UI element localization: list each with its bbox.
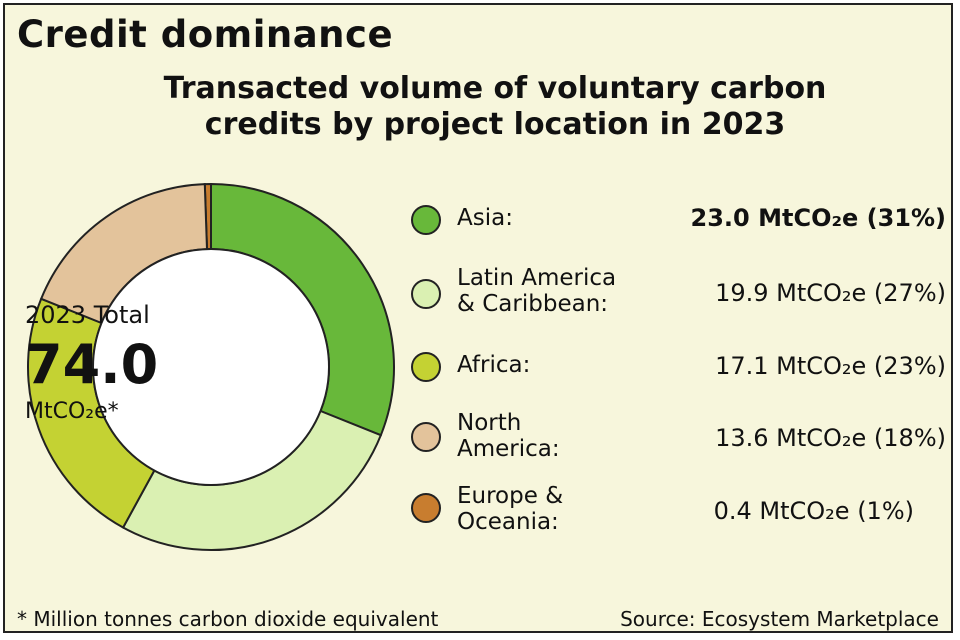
legend-label-latin-america-line1: Latin America [457,265,617,291]
panel-heading: Credit dominance [17,13,394,56]
legend-item-latin-america: Latin America & Caribbean: 19.9 MtCO₂e (… [409,265,954,325]
legend-value-north-america: 13.6 MtCO₂e (18%) [715,424,946,452]
legend-label-africa-line1: Africa: [457,352,531,378]
donut-svg [27,182,395,551]
legend-value-africa: 17.1 MtCO₂e (23%) [715,352,946,380]
legend-label-north-america-line2: America: [457,436,560,462]
legend-label-asia: Asia: [457,205,513,231]
legend-value-europe-oceania: 0.4 MtCO₂e (1%) [713,497,914,525]
legend-label-latin-america: Latin America & Caribbean: [457,265,616,317]
total-unit: MtCO₂e* [25,399,119,424]
total-label: 2023 Total [25,301,150,329]
donut-chart: 2023 Total 74.0 MtCO₂e* [25,177,397,557]
legend-swatch-north-america [411,422,441,452]
chart-title-line1: Transacted volume of voluntary carbon [163,71,827,106]
legend-label-north-america: North America: [457,410,560,462]
legend-value-latin-america: 19.9 MtCO₂e (27%) [715,279,946,307]
legend-swatch-europe-oceania [411,493,441,523]
source-note: Source: Ecosystem Marketplace [620,607,939,631]
legend-swatch-africa [411,352,441,382]
legend-label-africa: Africa: [457,352,530,378]
legend-label-europe-oceania-line2: Oceania: [457,509,559,535]
legend-label-asia-line1: Asia: [457,205,513,231]
legend-item-north-america: North America: 13.6 MtCO₂e (18%) [409,410,954,470]
footnote: * Million tonnes carbon dioxide equivale… [17,607,439,631]
legend-value-asia: 23.0 MtCO₂e (31%) [690,204,946,232]
total-value: 74.0 [25,333,159,396]
legend-swatch-latin-america [411,279,441,309]
legend-label-north-america-line1: North [457,410,522,436]
legend-swatch-asia [411,205,441,235]
legend-item-europe-oceania: Europe & Oceania: 0.4 MtCO₂e (1%) [409,483,954,543]
chart-title: Transacted volume of voluntary carbon cr… [155,71,835,143]
chart-title-line2: credits by project location in 2023 [204,107,786,142]
legend-label-europe-oceania: Europe & Oceania: [457,483,563,535]
donut-hole [92,248,330,486]
legend-item-asia: Asia: 23.0 MtCO₂e (31%) [409,195,954,255]
legend-label-latin-america-line2: & Caribbean: [457,291,609,317]
chart-panel: Credit dominance Transacted volume of vo… [3,3,953,633]
legend-item-africa: Africa: 17.1 MtCO₂e (23%) [409,342,954,402]
legend-label-europe-oceania-line1: Europe & [457,483,564,509]
